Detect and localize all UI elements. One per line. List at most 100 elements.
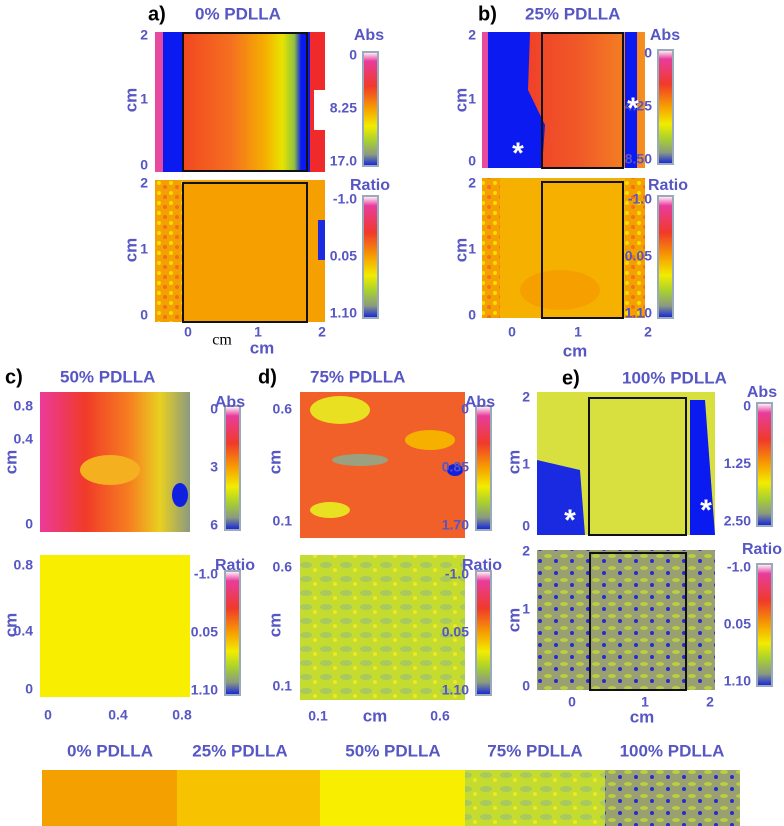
map-d-ratio [300,555,465,700]
strip-label: 50% PDLLA [345,741,440,760]
x-tick-label: 0 [568,694,576,710]
strip-label: 75% PDLLA [487,741,582,760]
y-axis-label: cm [451,88,470,113]
colorbar-tick: 0.05 [442,624,469,640]
x-axis-label: cm [250,338,275,357]
y-tick-label: 1 [522,601,530,617]
panel-label: b) [478,3,497,25]
colorbar [657,49,674,165]
colorbar-tick: 8.25 [330,100,357,116]
colorbar-tick: 1.10 [191,682,218,698]
x-tick-label: 0.6 [430,708,450,724]
x-tick-label: 0 [508,324,516,340]
colorbar-tick: -1.0 [333,191,357,207]
y-axis-label: cm [504,608,523,633]
colorbar-tick: 17.0 [330,153,357,169]
roi-box [182,32,308,172]
marker: * [627,92,639,125]
colorbar-tick: 2.50 [724,513,751,529]
marker: * [564,504,576,537]
colorbar-tick: 0 [349,47,357,63]
colorbar-tick: 1.10 [330,305,357,321]
colorbar [362,51,379,167]
colorbar-tick: 0.05 [191,624,218,640]
y-tick-label: 0 [468,307,476,323]
y-tick-label: 0 [25,516,33,532]
y-axis-label: cm [121,88,140,113]
y-tick-label: 0 [140,157,148,173]
colorbar-title: Abs [354,27,384,44]
x-axis-label: cm [563,341,588,360]
y-tick-label: 1 [140,91,148,107]
x-tick-label: 1 [641,694,649,710]
colorbar-tick: -1.0 [194,566,218,582]
colorbar-tick: 0 [644,45,652,61]
colorbar-title: Abs [465,394,495,411]
panel-title: 100% PDLLA [622,368,727,387]
map-b-ratio [482,178,645,318]
y-tick-label: 2 [522,543,530,559]
colorbar-tick: 0.05 [625,248,652,264]
colorbar-title: Ratio [648,177,688,194]
strip-label: 100% PDLLA [620,741,725,760]
y-tick-label: 0.1 [273,678,293,694]
map-e-ratio [537,550,715,690]
colorbar [224,405,241,531]
map-c-abs [40,392,190,532]
y-tick-label: 0 [468,153,476,169]
colorbar-tick: 0.05 [724,616,751,632]
colorbar [657,195,674,319]
strip-label: 25% PDLLA [192,741,287,760]
colorbar-title: Ratio [350,177,390,194]
panel-title: 75% PDLLA [310,367,405,386]
x-tick-label: 1 [254,324,262,340]
y-tick-label: 0.8 [14,398,34,414]
panel-label: d) [258,366,277,388]
y-tick-label: 0 [522,518,530,534]
x-axis-label: cm [363,706,388,725]
strip [42,770,740,826]
roi-box [588,397,687,536]
y-tick-label: 0 [522,678,530,694]
x-tick-label: 2 [706,694,714,710]
y-tick-label: 2 [468,175,476,191]
panel-label: e) [562,367,580,389]
panel-label: c) [5,366,23,388]
colorbar-tick: 1.10 [724,673,751,689]
marker: * [700,494,712,527]
colorbar-title: Abs [215,394,245,411]
colorbar-tick: -1.0 [628,191,652,207]
panel-title: 50% PDLLA [60,367,155,386]
colorbar-tick: 0.85 [442,459,469,475]
colorbar-tick: 1.25 [724,455,751,471]
y-tick-label: 2 [140,175,148,191]
y-axis-label: cm [121,238,140,263]
colorbar-tick: -1.0 [445,566,469,582]
x-tick-label: 0 [184,324,192,340]
y-tick-label: 0.1 [273,513,293,529]
colorbar-tick: 6 [210,517,218,533]
y-axis-label: cm [265,613,284,638]
map-a-abs [155,32,325,172]
roi-box [541,32,624,169]
x-tick-label: 0.1 [308,708,328,724]
map-b-abs [482,32,645,168]
y-axis-label: cm [1,613,20,638]
y-tick-label: 0.4 [14,431,34,447]
colorbar-tick: 0.05 [330,248,357,264]
strip-label: 0% PDLLA [67,741,153,760]
x-tick-label: 2 [644,324,652,340]
y-tick-label: 0.6 [273,401,293,417]
y-axis-label: cm [265,450,284,475]
y-tick-label: 0.4 [14,623,34,639]
colorbar-title: Ratio [742,541,782,558]
colorbar-tick: 1.70 [442,517,469,533]
colorbar [224,570,241,696]
y-axis-label: cm [1,450,20,475]
colorbar [475,570,492,696]
colorbar-title: Abs [747,384,777,401]
y-tick-label: 1 [140,241,148,257]
y-tick-label: 0 [25,681,33,697]
colorbar-tick: 0 [461,401,469,417]
